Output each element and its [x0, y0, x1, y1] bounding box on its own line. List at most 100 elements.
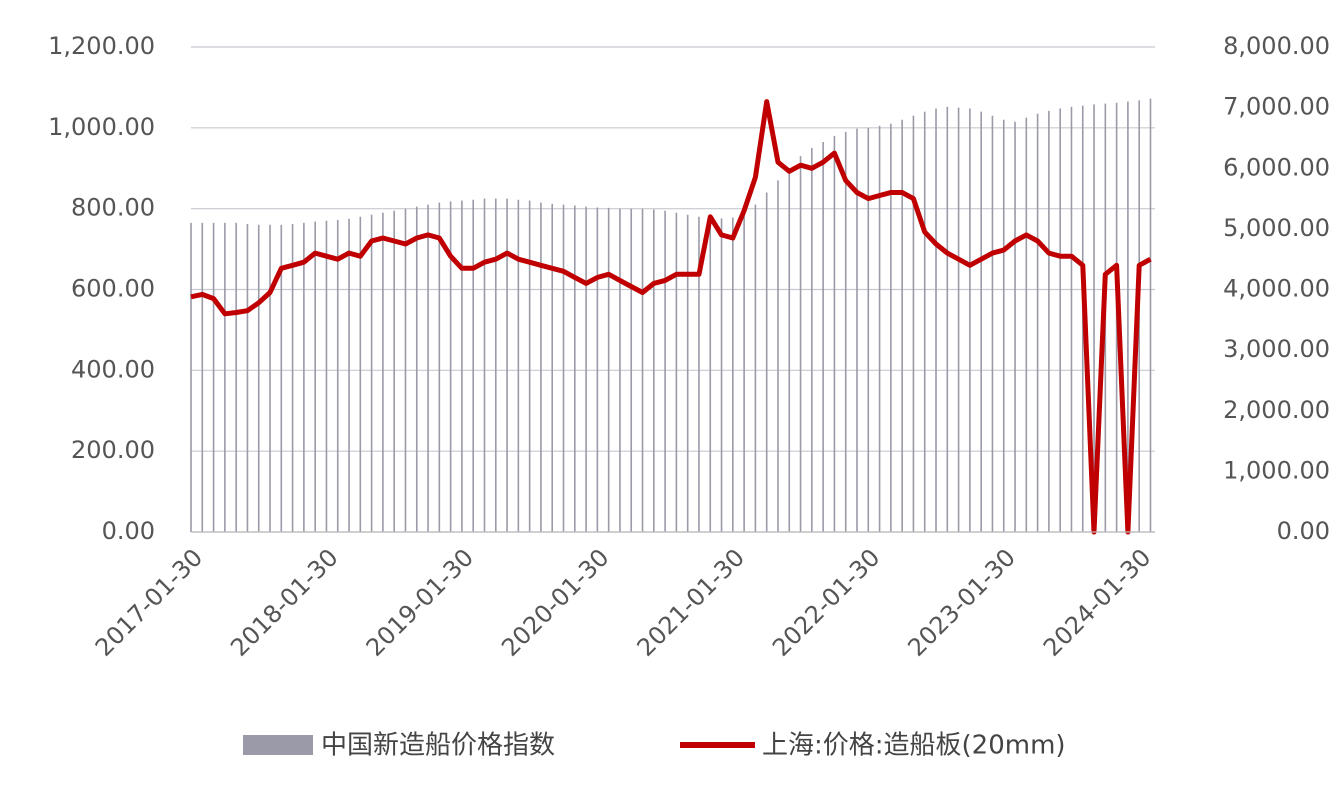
x-tick-label: 2023-01-30: [903, 543, 1021, 661]
bar: [811, 148, 813, 532]
bar: [551, 203, 554, 533]
bar: [664, 210, 666, 532]
bar: [235, 222, 237, 532]
bar: [980, 111, 982, 533]
bar: [856, 128, 858, 532]
bar: [190, 222, 192, 532]
bar: [698, 216, 700, 532]
bar: [212, 222, 215, 532]
y-tick-label: 1,200.00: [48, 32, 155, 60]
x-tick-label: 2018-01-30: [225, 543, 343, 661]
bar: [675, 212, 678, 533]
bar: [314, 221, 316, 532]
bar: [483, 198, 486, 532]
bar: [494, 198, 497, 532]
bar: [257, 224, 260, 533]
bar: [754, 204, 757, 532]
bar: [461, 200, 463, 533]
legend-label: 中国新造船价格指数: [321, 731, 555, 761]
bar: [517, 199, 520, 532]
bar: [1014, 121, 1016, 532]
bar: [1093, 104, 1095, 533]
bar: [720, 218, 723, 532]
bar: [528, 200, 531, 533]
bar: [822, 141, 824, 532]
bar: [1070, 106, 1073, 533]
bar: [1149, 98, 1152, 532]
x-tick-label: 2019-01-30: [361, 543, 479, 661]
x-tick-label: 2017-01-30: [90, 543, 208, 661]
bar: [291, 224, 294, 532]
bar: [359, 216, 362, 532]
bar: [686, 214, 689, 532]
bar: [393, 210, 395, 532]
bar: [269, 224, 271, 533]
y2-tick-label: 0.00: [1277, 517, 1330, 545]
bar: [653, 209, 655, 532]
bar: [833, 135, 836, 532]
legend-label: 上海:价格:造船板(20mm): [762, 731, 1066, 761]
bar: [799, 156, 802, 532]
bar: [743, 212, 745, 533]
y-tick-label: 800.00: [71, 194, 155, 222]
bar: [844, 131, 847, 532]
bar: [878, 125, 881, 532]
bar: [596, 207, 599, 532]
y2-tick-label: 5,000.00: [1223, 214, 1330, 242]
bar: [348, 218, 350, 533]
bar: [619, 208, 621, 532]
x-tick-label: 2022-01-30: [767, 543, 885, 661]
bar: [709, 217, 712, 532]
bar: [788, 168, 791, 532]
bar: [732, 217, 734, 532]
x-tick-label: 2020-01-30: [496, 543, 614, 661]
bar: [991, 115, 994, 532]
bar: [303, 222, 305, 532]
bar: [336, 219, 339, 532]
y-tick-label: 200.00: [71, 436, 155, 464]
y2-tick-label: 6,000.00: [1223, 153, 1330, 181]
bar: [382, 212, 384, 533]
bar: [427, 204, 429, 532]
x-tick-label: 2021-01-30: [632, 543, 750, 661]
bar: [969, 108, 971, 532]
bar: [630, 208, 633, 532]
bar: [777, 180, 779, 532]
bar: [1059, 108, 1061, 532]
bar: [246, 224, 249, 532]
bar: [957, 107, 960, 532]
bar: [912, 115, 915, 532]
y-tick-label: 400.00: [71, 355, 155, 383]
bar: [1025, 117, 1028, 533]
bar: [472, 199, 475, 532]
bar: [935, 108, 937, 532]
bar: [370, 214, 373, 532]
line: [190, 99, 1152, 535]
bar: [325, 220, 328, 532]
y-tick-label: 600.00: [71, 275, 155, 303]
bar: [585, 206, 587, 533]
y2-tick-label: 8,000.00: [1223, 32, 1330, 60]
bar: [765, 192, 768, 532]
bar: [449, 201, 452, 532]
bar: [201, 222, 204, 532]
x-tick-label: 2024-01-30: [1038, 543, 1156, 661]
y2-tick-label: 7,000.00: [1223, 93, 1330, 121]
bar: [224, 222, 226, 532]
legend-swatch: [243, 735, 313, 755]
y-tick-label: 1,000.00: [48, 113, 155, 141]
bar: [404, 208, 407, 532]
y-tick-label: 0.00: [102, 517, 155, 545]
y2-tick-label: 1,000.00: [1223, 456, 1330, 484]
bar: [1127, 101, 1129, 532]
bar: [506, 198, 508, 532]
bar: [641, 208, 644, 532]
bar: [438, 202, 441, 532]
bar: [923, 111, 926, 533]
bar: [946, 106, 949, 533]
bar: [867, 127, 870, 532]
bar: [890, 123, 892, 533]
bar: [540, 202, 542, 532]
